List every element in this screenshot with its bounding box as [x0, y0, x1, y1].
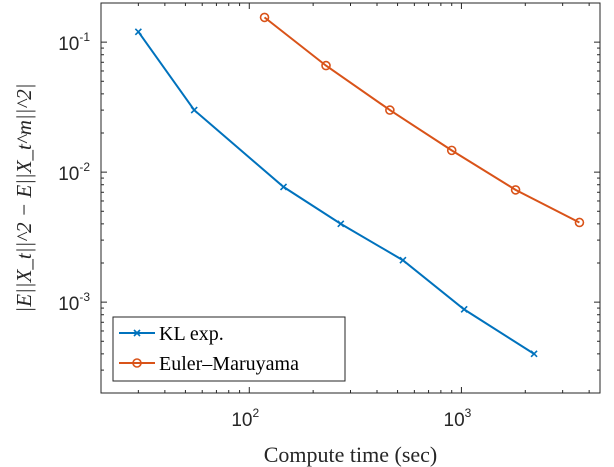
data-point	[259, 12, 270, 23]
data-point	[399, 256, 407, 264]
data-point	[385, 105, 395, 115]
data-point	[530, 350, 538, 358]
x-tick-label: 102	[231, 406, 259, 431]
data-point	[446, 145, 457, 156]
legend-box	[112, 316, 346, 382]
data-point	[190, 106, 198, 114]
series-layer	[134, 12, 585, 358]
legend-label: Euler–Maruyama	[159, 353, 299, 375]
data-point	[574, 217, 585, 228]
data-point	[510, 185, 521, 195]
y-tick-label: 10-2	[58, 160, 90, 185]
x-axis-label: Compute time (sec)	[264, 442, 438, 467]
y-tick-label: 10-3	[58, 290, 90, 315]
axis-ticks: 102 103 10-3 10-2 10-1	[58, 2, 600, 431]
data-point	[134, 28, 142, 36]
series-1	[134, 28, 538, 358]
legend-entry: KL exp.	[119, 323, 224, 345]
data-point	[460, 305, 468, 313]
data-point	[321, 60, 331, 71]
series-2	[259, 12, 585, 228]
series-line	[263, 16, 580, 224]
legend-label: KL exp.	[159, 323, 224, 345]
y-axis-label-text: |E||X_t||^2 − E||X_t^m||^2|	[12, 83, 36, 312]
x-tick-label: 103	[444, 406, 472, 431]
y-tick-label: 10-1	[58, 30, 90, 55]
y-axis-label: |E||X_t||^2 − E||X_t^m||^2|	[12, 83, 36, 312]
data-point	[279, 183, 288, 191]
data-point	[337, 220, 345, 228]
legend-entry: Euler–Maruyama	[119, 353, 299, 375]
legend: KL exp. Euler–Maruyama	[112, 316, 346, 382]
